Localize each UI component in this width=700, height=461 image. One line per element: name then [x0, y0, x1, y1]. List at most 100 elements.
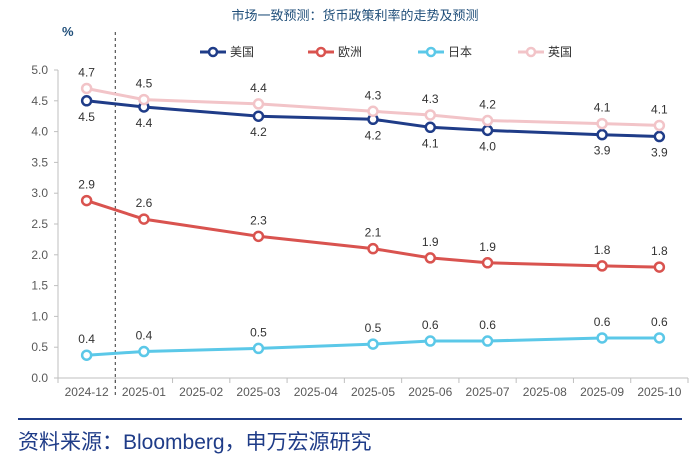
footer-divider [18, 418, 682, 420]
legend-label: 英国 [548, 45, 572, 59]
x-tick-label: 2024-12 [65, 385, 109, 399]
legend-marker [315, 46, 327, 58]
data-label: 4.3 [422, 92, 439, 106]
data-point [424, 109, 437, 121]
y-tick-label: 1.0 [31, 309, 48, 323]
legend-item-3: 英国 [518, 45, 572, 59]
data-point [481, 124, 494, 137]
data-point [138, 345, 150, 358]
x-tick-label: 2025-03 [236, 385, 280, 399]
data-point [596, 117, 608, 130]
y-tick-label: 0.0 [31, 371, 48, 385]
data-point [367, 105, 379, 118]
y-tick-label: 3.5 [31, 155, 48, 169]
data-label: 4.5 [136, 77, 153, 91]
data-point [481, 257, 494, 269]
data-label: 4.1 [651, 102, 668, 116]
data-label: 4.5 [78, 110, 95, 124]
series-3: 4.7 4.5 4.4 4.3 4.3 4.2 4.1 4.1 [78, 65, 668, 132]
rate-forecast-chart: 市场一致预测：货币政策利率的走势及预测 % 美国 欧洲 日本 英国 0.0 0.5 1.0… [31, 8, 689, 399]
data-label: 0.6 [479, 318, 496, 332]
x-tick-label: 2025-02 [179, 385, 223, 399]
data-label: 4.1 [422, 136, 439, 150]
legend-item-2: 日本 [418, 45, 472, 59]
data-point [138, 93, 150, 106]
data-label: 4.0 [479, 139, 496, 153]
legend-label: 美国 [230, 45, 254, 59]
axes: 0.0 0.5 1.0 1.5 2.0 2.5 3.0 3.5 4.0 4.5 5.0 2024-12… [31, 32, 689, 399]
data-label: 4.4 [136, 116, 153, 130]
data-label: 1.8 [651, 244, 668, 258]
data-point [252, 110, 265, 122]
data-label: 4.7 [78, 65, 95, 79]
x-tick-label: 2025-06 [408, 385, 452, 399]
x-tick-label: 2025-01 [122, 385, 166, 399]
data-point [80, 349, 93, 361]
series-line [86, 99, 660, 138]
data-point [424, 252, 437, 264]
y-tick-label: 3.0 [31, 186, 48, 200]
data-point [367, 338, 379, 350]
data-label: 1.9 [422, 235, 439, 249]
data-label: 1.8 [594, 243, 611, 257]
data-label: 2.3 [250, 213, 267, 227]
data-label: 2.9 [78, 178, 95, 192]
y-tick-label: 1.5 [31, 279, 48, 293]
legend-label: 日本 [448, 45, 472, 59]
data-point [424, 335, 437, 347]
series-2: 0.4 0.4 0.5 0.5 0.6 0.6 0.6 0.6 [78, 315, 668, 361]
y-tick-label: 0.5 [31, 340, 48, 354]
chart-title: 市场一致预测：货币政策利率的走势及预测 [231, 8, 478, 23]
legend-label: 欧洲 [338, 45, 362, 59]
y-tick-label: 5.0 [31, 63, 48, 77]
data-label: 3.9 [594, 144, 611, 158]
data-point [424, 121, 437, 134]
legend-item-1: 欧洲 [308, 45, 362, 59]
data-point [80, 95, 93, 107]
data-label: 4.3 [365, 88, 382, 102]
y-tick-label: 4.5 [31, 94, 48, 108]
series-line [86, 199, 660, 269]
data-label: 1.9 [479, 240, 496, 254]
x-tick-label: 2025-07 [466, 385, 510, 399]
data-label: 4.2 [365, 128, 382, 142]
data-label: 0.4 [78, 332, 95, 346]
x-tick-label: 2025-09 [580, 385, 624, 399]
data-label: 3.9 [651, 146, 668, 160]
data-point [653, 332, 666, 344]
data-point [481, 335, 494, 347]
data-label: 2.6 [136, 196, 153, 210]
data-point [252, 230, 265, 243]
data-point [481, 114, 494, 127]
series-line [86, 87, 660, 127]
legend-marker [525, 46, 537, 58]
data-label: 2.1 [365, 226, 382, 240]
series-1: 2.9 2.6 2.3 2.1 1.9 1.9 1.8 1.8 [78, 178, 668, 273]
legend: 美国 欧洲 日本 英国 [200, 45, 572, 59]
series-line [86, 336, 660, 357]
data-label: 0.5 [250, 325, 267, 339]
x-tick-label: 2025-05 [351, 385, 395, 399]
legend-item-0: 美国 [200, 45, 254, 59]
data-point [653, 130, 666, 143]
data-point [653, 261, 666, 273]
data-point [80, 194, 93, 207]
data-label: 0.6 [422, 318, 439, 332]
data-point [367, 242, 379, 255]
data-point [596, 128, 608, 141]
data-point [80, 82, 93, 95]
x-tick-label: 2025-04 [294, 385, 338, 399]
data-label: 4.2 [250, 125, 267, 139]
x-tick-label: 2025-10 [637, 385, 681, 399]
data-label: 4.2 [479, 98, 496, 112]
data-label: 0.6 [651, 315, 668, 329]
data-label: 4.1 [594, 101, 611, 115]
data-label: 0.6 [594, 315, 611, 329]
source-note: 资料来源：Bloomberg，申万宏源研究 [18, 431, 372, 454]
data-label: 4.4 [250, 81, 267, 95]
data-point [138, 213, 150, 225]
y-tick-label: 4.0 [31, 125, 48, 139]
data-point [252, 98, 265, 110]
series-group: 4.5 4.4 4.2 4.2 4.1 4.0 3.9 3.9 2.9 2.6 2.3 2.1 1.9 1… [78, 65, 668, 361]
y-axis-unit: % [62, 24, 74, 39]
